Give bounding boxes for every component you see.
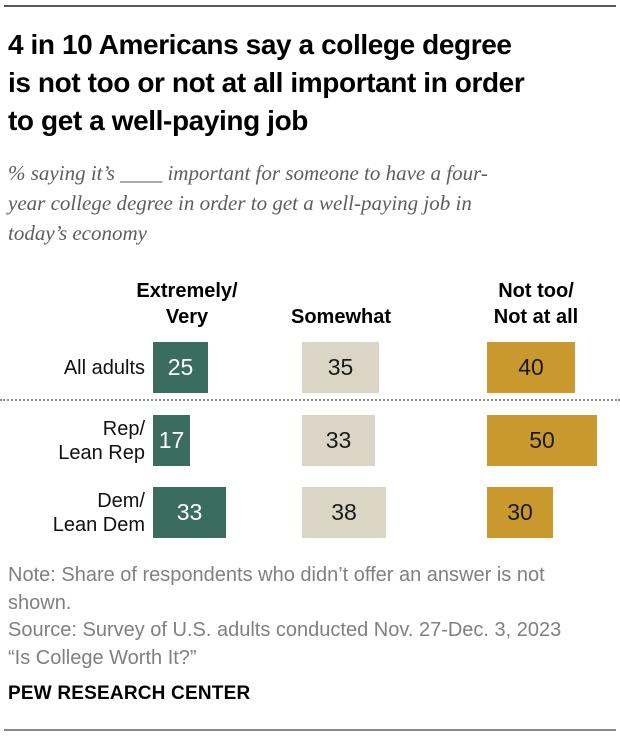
bar-extremely-very-rep: 17 [153,415,190,466]
row-label-rep-lean-rep: Rep/ Lean Rep [58,415,145,466]
chart-title: 4 in 10 Americans say a college degree i… [8,26,618,140]
row-label-line: All adults [63,356,145,379]
bottom-rule [4,729,616,731]
bar-value-label: 33 [325,427,352,453]
bar-extremely-very-all-adults: 25 [153,342,208,393]
top-rule [4,5,616,7]
bar-value-label: 50 [529,427,555,453]
source-title-text: “Is College Worth It?” [8,646,197,669]
bar-value-label: 40 [518,354,544,380]
column-header-line: Very [165,306,209,328]
chart-title-line: 4 in 10 Americans say a college degree [8,29,512,60]
bar-value-label: 38 [331,499,357,525]
row-label-dem-lean-dem: Dem/ Lean Dem [53,487,145,538]
column-header-not-too-not-at-all: Not too/ Not at all [494,278,578,330]
bar-value-label: 35 [327,354,354,380]
chart-title-line: to get a well-paying job [8,105,308,136]
row-label-line: Dem/ [97,489,145,512]
chart-subtitle-line: today’s economy [8,221,147,245]
bar-somewhat-rep: 33 [302,415,375,466]
source-text: Source: Survey of U.S. adults conducted … [8,619,562,641]
chart-subtitle-line: % saying it’s ____ important for someone… [8,161,488,185]
bar-somewhat-dem: 38 [302,487,386,538]
bar-value-label: 33 [176,499,203,525]
note-text-line: Note: Share of respondents who didn’t of… [8,564,545,586]
bar-not-too-rep: 50 [487,415,597,466]
pew-research-center-wordmark: PEW RESEARCH CENTER [8,683,251,704]
bar-extremely-very-dem: 33 [153,487,226,538]
chart-subtitle: % saying it’s ____ important for someone… [8,158,618,248]
bar-value-label: 30 [507,499,533,525]
row-label-line: Lean Dem [52,513,145,536]
column-header-line: Extremely/ [136,280,238,302]
bar-somewhat-all-adults: 35 [302,342,379,393]
note-text-line: shown. [8,591,72,614]
chart-title-line: is not too or not at all important in or… [8,67,525,98]
bar-not-too-dem: 30 [487,487,553,538]
column-header-line: Somewhat [290,306,392,328]
bar-value-label: 25 [167,354,194,380]
dotted-divider [0,399,620,401]
row-label-line: Lean Rep [58,441,145,464]
column-header-line: Not too/ [498,280,574,302]
column-header-line: Not at all [493,306,579,328]
bar-not-too-all-adults: 40 [487,342,575,393]
row-label-all-adults: All adults [64,342,145,393]
column-header-extremely-very: Extremely/ Very [136,278,237,330]
bar-value-label: 17 [158,427,185,453]
column-header-somewhat: Somewhat [291,304,391,330]
chart-subtitle-line: year college degree in order to get a we… [8,191,472,215]
footnotes: Note: Share of respondents who didn’t of… [8,562,614,672]
row-label-line: Rep/ [102,417,145,440]
grouped-bar-chart: Extremely/ Very Somewhat Not too/ Not at… [0,270,620,550]
